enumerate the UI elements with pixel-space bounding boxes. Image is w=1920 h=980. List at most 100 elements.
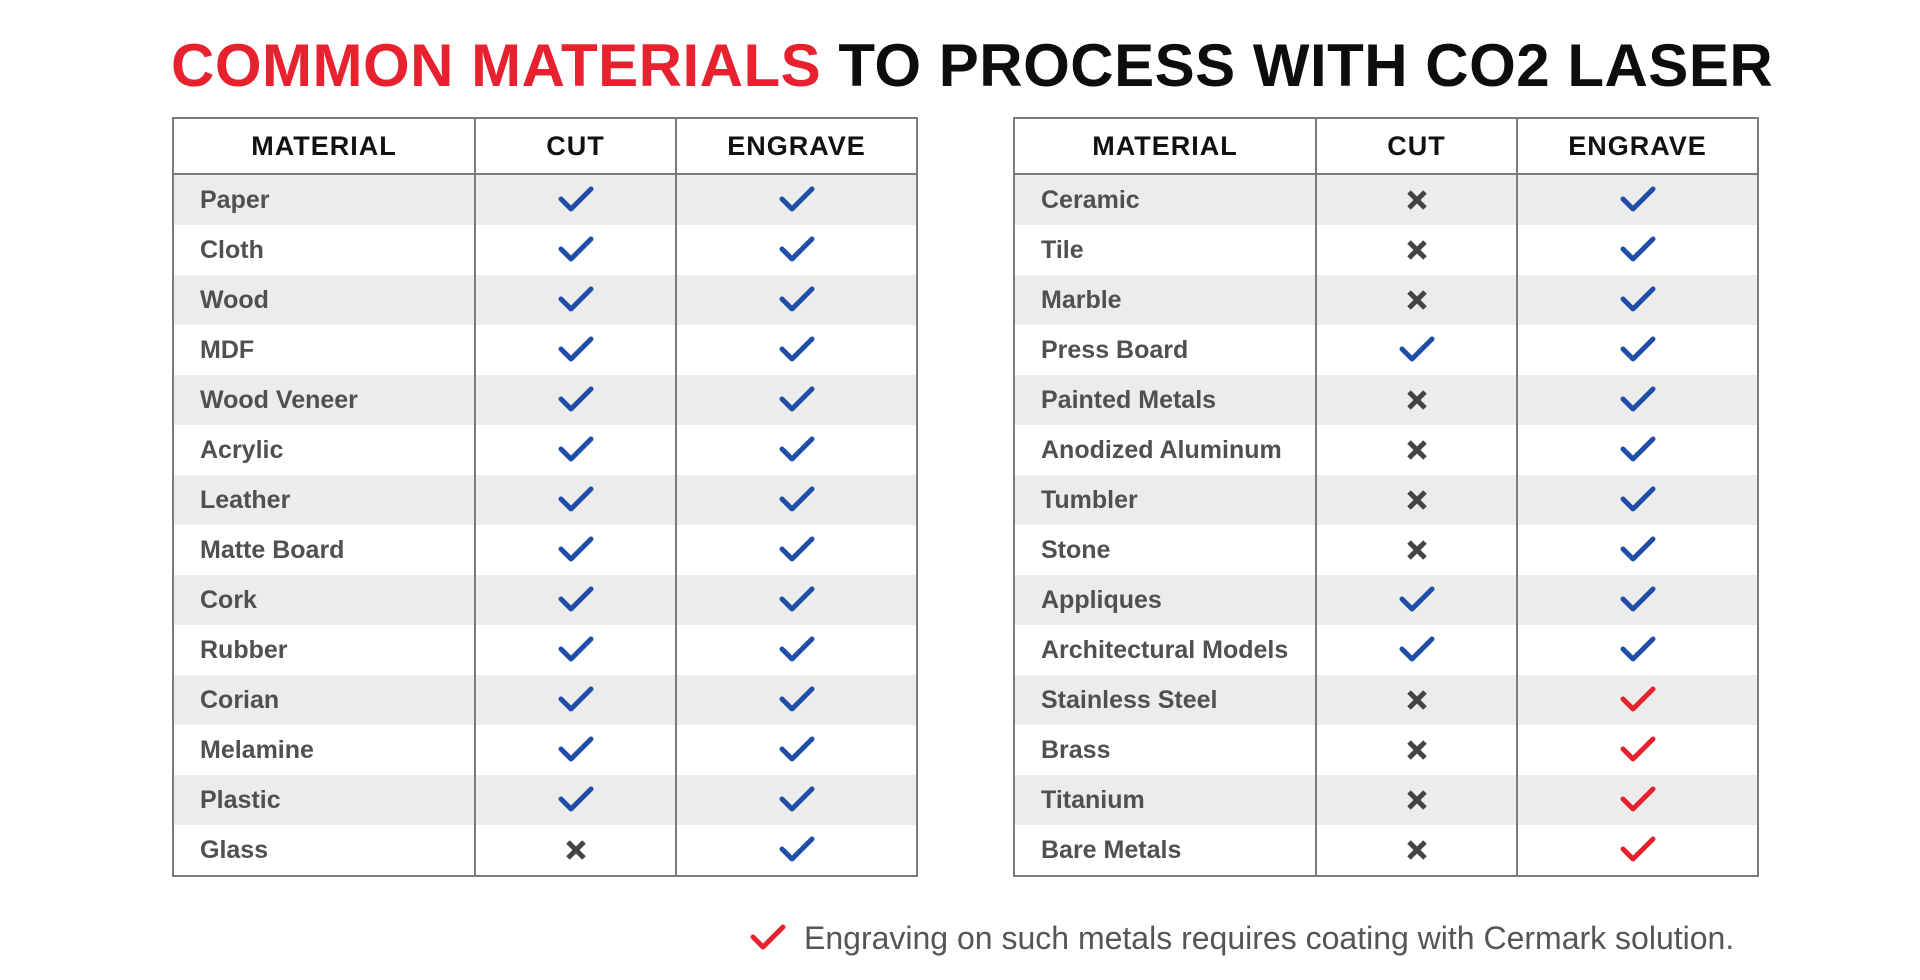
check-icon (558, 586, 594, 614)
material-name: Plastic (173, 775, 475, 825)
cut-cell (1315, 375, 1517, 425)
cut-cell (1315, 425, 1517, 475)
red-check-icon (750, 924, 786, 952)
cross-icon (1405, 538, 1429, 562)
materials-table-left: MATERIAL CUT ENGRAVE Paper Cloth Wood MDF Wo… (172, 117, 918, 877)
cross-icon (1405, 838, 1429, 862)
table-row: Anodized Aluminum (1014, 425, 1758, 475)
cut-cell (1315, 174, 1517, 225)
table-row: Bare Metals (1014, 825, 1758, 876)
cut-cell (474, 275, 676, 325)
check-icon (779, 836, 815, 864)
material-name: Acrylic (173, 425, 475, 475)
engrave-cell (1516, 725, 1758, 775)
material-name: Architectural Models (1014, 625, 1316, 675)
material-name: Painted Metals (1014, 375, 1316, 425)
table-row: Wood (173, 275, 917, 325)
check-icon (558, 686, 594, 714)
cut-cell (1315, 575, 1517, 625)
header-cut: CUT (1315, 118, 1517, 175)
check-icon (1620, 486, 1656, 514)
check-icon (1620, 436, 1656, 464)
check-icon (558, 536, 594, 564)
material-name: Glass (173, 825, 475, 876)
footnote: Engraving on such metals requires coatin… (750, 913, 1734, 963)
check-icon (779, 436, 815, 464)
engrave-cell (1516, 425, 1758, 475)
cut-cell (474, 425, 676, 475)
material-name: MDF (173, 325, 475, 375)
header-cut: CUT (474, 118, 676, 175)
engrave-cell (1516, 775, 1758, 825)
cut-cell (474, 475, 676, 525)
engrave-cell (675, 325, 917, 375)
cut-cell (1315, 525, 1517, 575)
check-icon (558, 786, 594, 814)
table-row: Wood Veneer (173, 375, 917, 425)
engrave-cell (1516, 174, 1758, 225)
check-icon (558, 386, 594, 414)
material-name: Cloth (173, 225, 475, 275)
cut-cell (1315, 625, 1517, 675)
check-icon (779, 786, 815, 814)
engrave-cell (1516, 275, 1758, 325)
table-row: MDF (173, 325, 917, 375)
cut-cell (1315, 475, 1517, 525)
red-check-icon (1620, 836, 1656, 864)
table-row: Glass (173, 825, 917, 876)
table-row: Architectural Models (1014, 625, 1758, 675)
cut-cell (474, 825, 676, 876)
check-icon (1620, 286, 1656, 314)
engrave-cell (675, 475, 917, 525)
cross-icon (1405, 388, 1429, 412)
table-row: Marble (1014, 275, 1758, 325)
material-name: Paper (173, 174, 475, 225)
check-icon (558, 336, 594, 364)
footnote-text: Engraving on such metals requires coatin… (804, 919, 1735, 956)
engrave-cell (1516, 625, 1758, 675)
material-name: Corian (173, 675, 475, 725)
engrave-cell (1516, 675, 1758, 725)
header-row: MATERIAL CUT ENGRAVE (1014, 118, 1758, 175)
check-icon (779, 586, 815, 614)
materials-table-right: MATERIAL CUT ENGRAVE Ceramic Tile Marble Pr… (1013, 117, 1759, 877)
check-icon (1399, 636, 1435, 664)
material-name: Marble (1014, 275, 1316, 325)
engrave-cell (1516, 575, 1758, 625)
cut-cell (1315, 675, 1517, 725)
cut-cell (474, 625, 676, 675)
engrave-cell (675, 775, 917, 825)
engrave-cell (1516, 825, 1758, 876)
check-icon (1620, 636, 1656, 664)
cut-cell (474, 174, 676, 225)
check-icon (558, 186, 594, 214)
cut-cell (474, 675, 676, 725)
material-name: Matte Board (173, 525, 475, 575)
material-name: Anodized Aluminum (1014, 425, 1316, 475)
check-icon (779, 236, 815, 264)
material-name: Stone (1014, 525, 1316, 575)
table-row: Stainless Steel (1014, 675, 1758, 725)
material-name: Cork (173, 575, 475, 625)
table-row: Tumbler (1014, 475, 1758, 525)
cross-icon (1405, 738, 1429, 762)
cut-cell (474, 325, 676, 375)
check-icon (779, 636, 815, 664)
check-icon (558, 736, 594, 764)
check-icon (1620, 386, 1656, 414)
material-name: Titanium (1014, 775, 1316, 825)
engrave-cell (1516, 475, 1758, 525)
table-row: Leather (173, 475, 917, 525)
cut-cell (474, 375, 676, 425)
material-name: Wood Veneer (173, 375, 475, 425)
engrave-cell (675, 275, 917, 325)
engrave-cell (675, 625, 917, 675)
table-row: Plastic (173, 775, 917, 825)
cut-cell (1315, 225, 1517, 275)
material-name: Appliques (1014, 575, 1316, 625)
table-row: Matte Board (173, 525, 917, 575)
material-name: Stainless Steel (1014, 675, 1316, 725)
check-icon (1620, 336, 1656, 364)
material-name: Brass (1014, 725, 1316, 775)
material-name: Ceramic (1014, 174, 1316, 225)
